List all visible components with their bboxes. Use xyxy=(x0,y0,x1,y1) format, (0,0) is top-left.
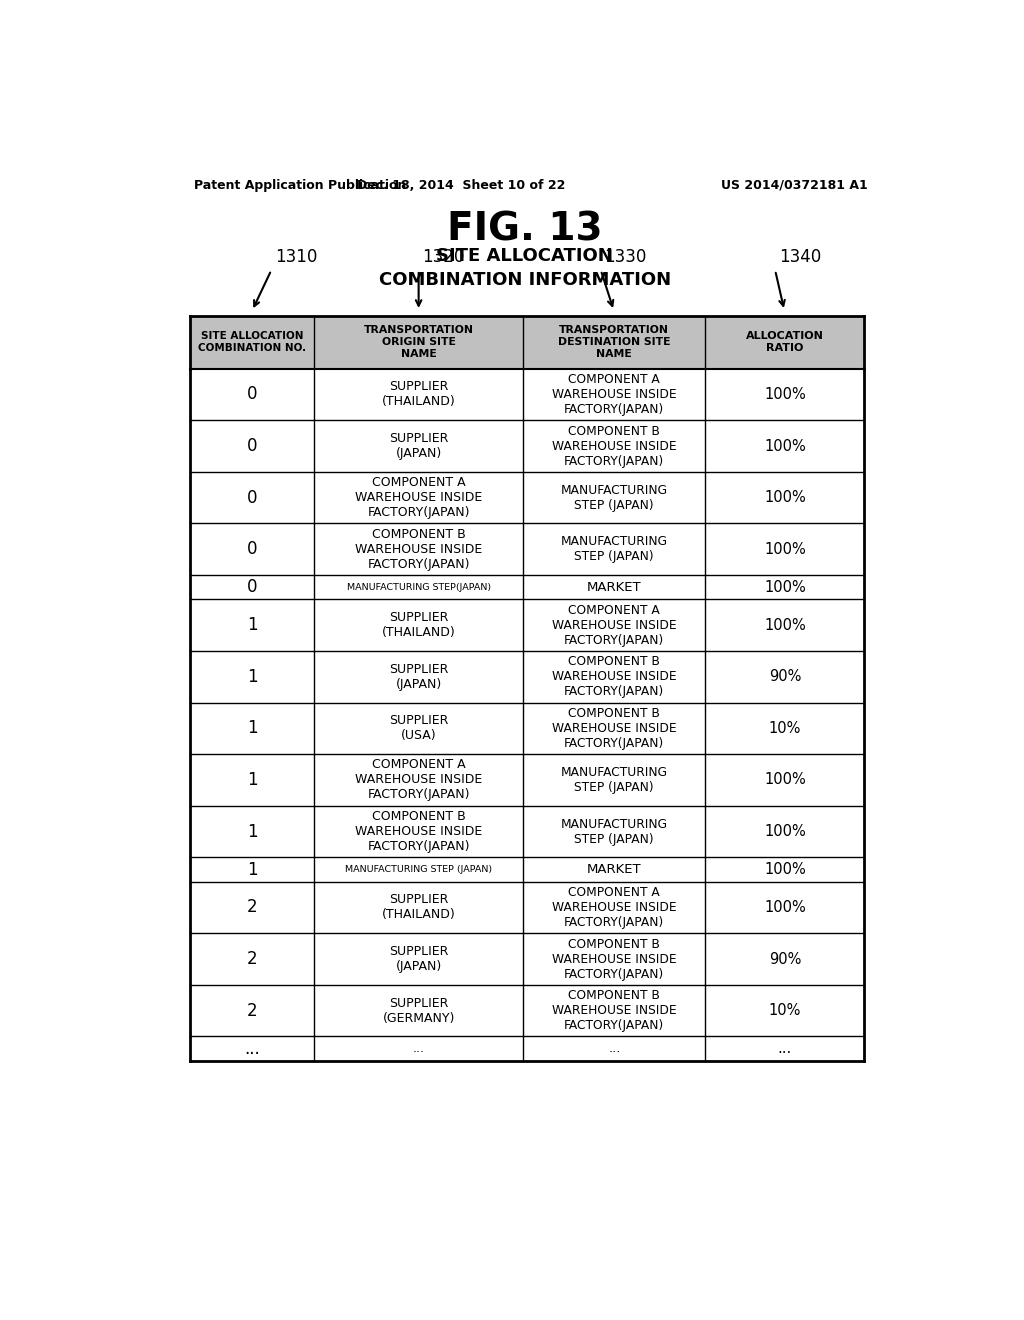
Text: SUPPLIER
(THAILAND): SUPPLIER (THAILAND) xyxy=(382,894,456,921)
Bar xyxy=(190,317,864,368)
Text: TRANSPORTATION
DESTINATION SITE
NAME: TRANSPORTATION DESTINATION SITE NAME xyxy=(558,326,671,359)
Text: US 2014/0372181 A1: US 2014/0372181 A1 xyxy=(721,178,868,191)
Text: COMPONENT B
WAREHOUSE INSIDE
FACTORY(JAPAN): COMPONENT B WAREHOUSE INSIDE FACTORY(JAP… xyxy=(552,655,677,698)
Text: SITE ALLOCATION
COMBINATION NO.: SITE ALLOCATION COMBINATION NO. xyxy=(198,331,306,354)
Text: MANUFACTURING
STEP (JAPAN): MANUFACTURING STEP (JAPAN) xyxy=(561,535,668,564)
Text: 0: 0 xyxy=(247,488,257,507)
Text: 0: 0 xyxy=(247,437,257,455)
Text: 1340: 1340 xyxy=(779,248,821,267)
Text: SUPPLIER
(THAILAND): SUPPLIER (THAILAND) xyxy=(382,611,456,639)
Text: 1: 1 xyxy=(247,771,257,789)
Text: 100%: 100% xyxy=(764,387,806,401)
Text: SUPPLIER
(JAPAN): SUPPLIER (JAPAN) xyxy=(389,432,449,459)
Text: MANUFACTURING
STEP (JAPAN): MANUFACTURING STEP (JAPAN) xyxy=(561,766,668,793)
Text: 100%: 100% xyxy=(764,862,806,876)
Text: ...: ... xyxy=(244,1040,260,1057)
Text: COMPONENT B
WAREHOUSE INSIDE
FACTORY(JAPAN): COMPONENT B WAREHOUSE INSIDE FACTORY(JAP… xyxy=(552,425,677,467)
Text: 2: 2 xyxy=(247,1002,257,1019)
Text: TRANSPORTATION
ORIGIN SITE
NAME: TRANSPORTATION ORIGIN SITE NAME xyxy=(364,326,474,359)
Text: 100%: 100% xyxy=(764,824,806,840)
Text: 1: 1 xyxy=(247,616,257,634)
Text: 1: 1 xyxy=(247,719,257,738)
Text: COMPONENT B
WAREHOUSE INSIDE
FACTORY(JAPAN): COMPONENT B WAREHOUSE INSIDE FACTORY(JAP… xyxy=(355,528,482,570)
Text: 2: 2 xyxy=(247,899,257,916)
Text: 1320: 1320 xyxy=(423,248,465,267)
Text: ...: ... xyxy=(608,1043,621,1055)
Text: SUPPLIER
(THAILAND): SUPPLIER (THAILAND) xyxy=(382,380,456,408)
Text: MARKET: MARKET xyxy=(587,581,642,594)
Text: SUPPLIER
(JAPAN): SUPPLIER (JAPAN) xyxy=(389,663,449,690)
Text: ALLOCATION
RATIO: ALLOCATION RATIO xyxy=(745,331,823,354)
Text: 2: 2 xyxy=(247,950,257,968)
Text: 10%: 10% xyxy=(769,1003,801,1018)
Text: COMPONENT A
WAREHOUSE INSIDE
FACTORY(JAPAN): COMPONENT A WAREHOUSE INSIDE FACTORY(JAP… xyxy=(552,603,677,647)
Text: 0: 0 xyxy=(247,578,257,597)
Text: COMPONENT A
WAREHOUSE INSIDE
FACTORY(JAPAN): COMPONENT A WAREHOUSE INSIDE FACTORY(JAP… xyxy=(552,886,677,929)
Text: ...: ... xyxy=(777,1041,792,1056)
Text: COMPONENT A
WAREHOUSE INSIDE
FACTORY(JAPAN): COMPONENT A WAREHOUSE INSIDE FACTORY(JAP… xyxy=(355,759,482,801)
Text: FIG. 13: FIG. 13 xyxy=(447,210,602,248)
Text: COMPONENT A
WAREHOUSE INSIDE
FACTORY(JAPAN): COMPONENT A WAREHOUSE INSIDE FACTORY(JAP… xyxy=(552,374,677,416)
Text: SITE ALLOCATION
COMBINATION INFORMATION: SITE ALLOCATION COMBINATION INFORMATION xyxy=(379,247,671,289)
Text: MANUFACTURING
STEP (JAPAN): MANUFACTURING STEP (JAPAN) xyxy=(561,817,668,846)
Text: COMPONENT B
WAREHOUSE INSIDE
FACTORY(JAPAN): COMPONENT B WAREHOUSE INSIDE FACTORY(JAP… xyxy=(552,706,677,750)
Text: SUPPLIER
(USA): SUPPLIER (USA) xyxy=(389,714,449,742)
Text: 100%: 100% xyxy=(764,900,806,915)
Text: SUPPLIER
(GERMANY): SUPPLIER (GERMANY) xyxy=(382,997,455,1024)
Text: 100%: 100% xyxy=(764,579,806,595)
Text: 0: 0 xyxy=(247,385,257,404)
Text: 100%: 100% xyxy=(764,438,806,454)
Text: COMPONENT B
WAREHOUSE INSIDE
FACTORY(JAPAN): COMPONENT B WAREHOUSE INSIDE FACTORY(JAP… xyxy=(552,937,677,981)
Text: COMPONENT A
WAREHOUSE INSIDE
FACTORY(JAPAN): COMPONENT A WAREHOUSE INSIDE FACTORY(JAP… xyxy=(355,477,482,519)
Text: 1: 1 xyxy=(247,822,257,841)
Text: 0: 0 xyxy=(247,540,257,558)
Text: 90%: 90% xyxy=(769,952,801,966)
Text: 1330: 1330 xyxy=(604,248,647,267)
Text: 100%: 100% xyxy=(764,772,806,788)
Text: COMPONENT B
WAREHOUSE INSIDE
FACTORY(JAPAN): COMPONENT B WAREHOUSE INSIDE FACTORY(JAP… xyxy=(355,810,482,853)
Text: Dec. 18, 2014  Sheet 10 of 22: Dec. 18, 2014 Sheet 10 of 22 xyxy=(357,178,565,191)
Text: 100%: 100% xyxy=(764,541,806,557)
Text: 90%: 90% xyxy=(769,669,801,684)
Text: SUPPLIER
(JAPAN): SUPPLIER (JAPAN) xyxy=(389,945,449,973)
Text: Patent Application Publication: Patent Application Publication xyxy=(194,178,407,191)
Text: MANUFACTURING STEP (JAPAN): MANUFACTURING STEP (JAPAN) xyxy=(345,865,493,874)
Text: MANUFACTURING
STEP (JAPAN): MANUFACTURING STEP (JAPAN) xyxy=(561,483,668,512)
Text: 100%: 100% xyxy=(764,618,806,632)
Text: ...: ... xyxy=(413,1043,425,1055)
Text: MARKET: MARKET xyxy=(587,863,642,876)
Text: MANUFACTURING STEP(JAPAN): MANUFACTURING STEP(JAPAN) xyxy=(346,582,490,591)
Text: 1: 1 xyxy=(247,861,257,879)
Text: 1: 1 xyxy=(247,668,257,686)
Text: 10%: 10% xyxy=(769,721,801,735)
Text: COMPONENT B
WAREHOUSE INSIDE
FACTORY(JAPAN): COMPONENT B WAREHOUSE INSIDE FACTORY(JAP… xyxy=(552,989,677,1032)
Text: 100%: 100% xyxy=(764,490,806,506)
Text: 1310: 1310 xyxy=(275,248,317,267)
